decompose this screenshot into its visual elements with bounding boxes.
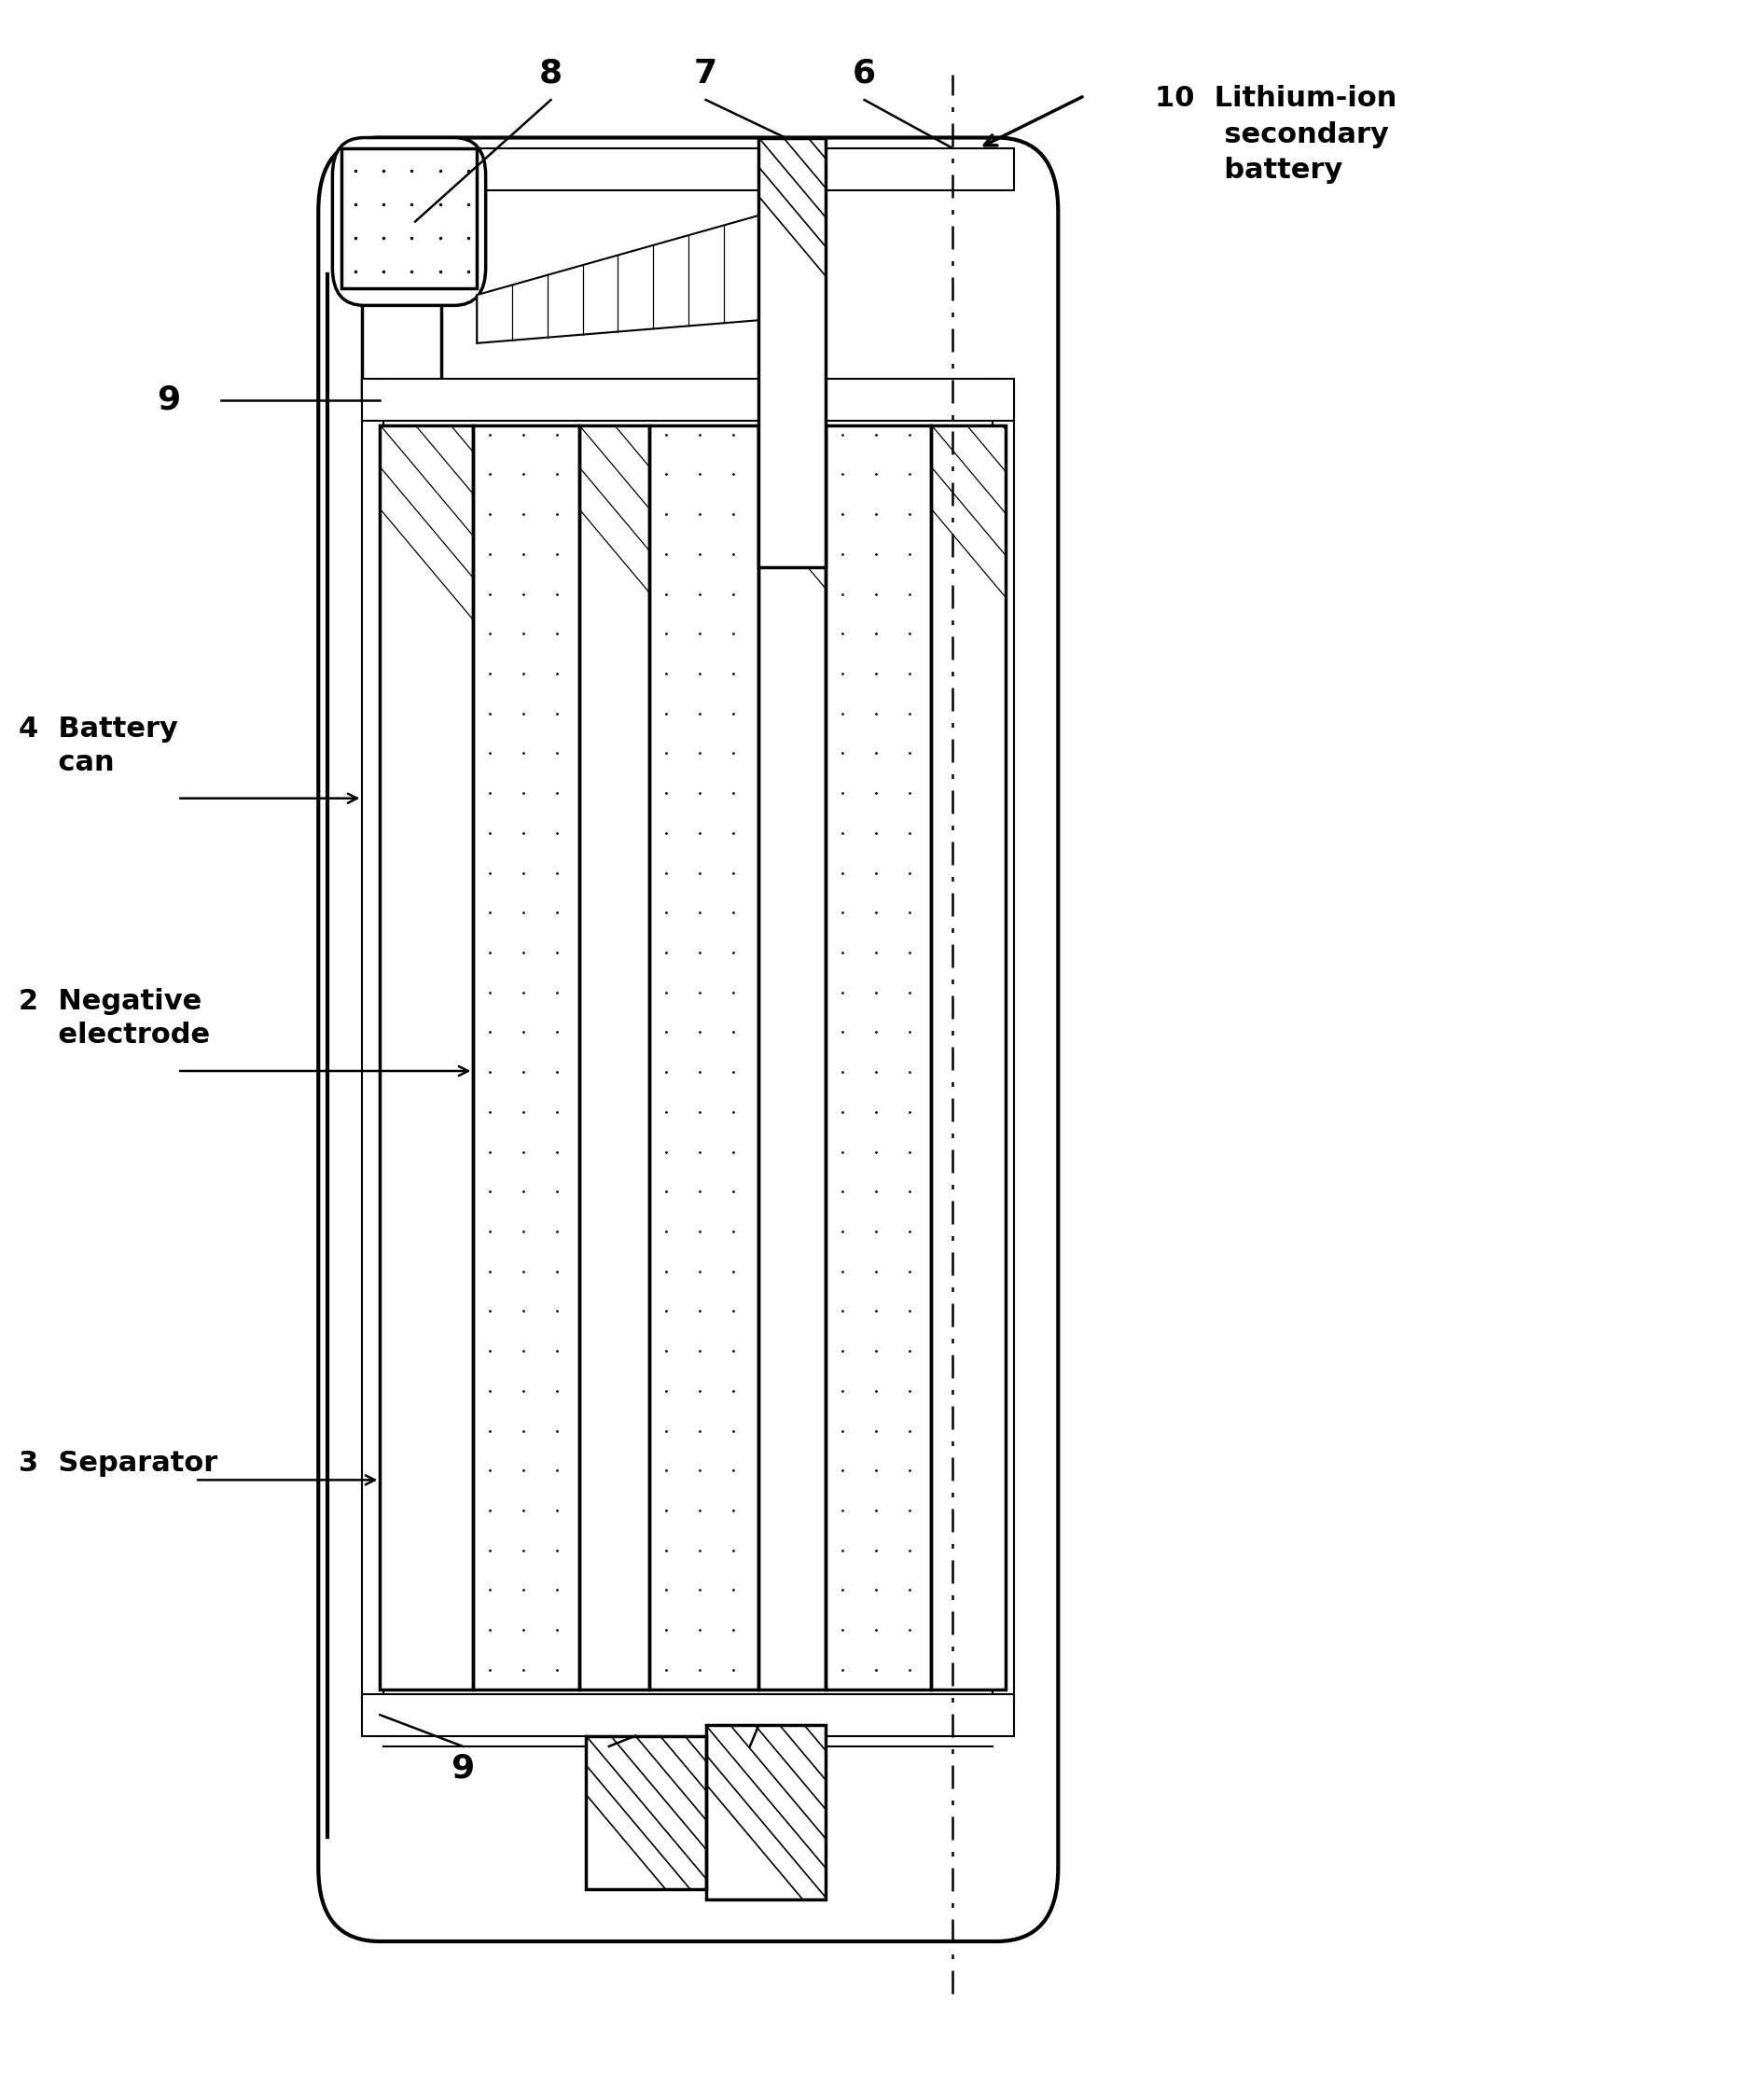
Bar xyxy=(931,424,1005,1690)
Text: 4  Battery
    can: 4 Battery can xyxy=(19,716,178,777)
Text: 10  Lithium-ion
       secondary
       battery: 10 Lithium-ion secondary battery xyxy=(1155,86,1397,183)
Bar xyxy=(706,1726,826,1900)
Text: 9: 9 xyxy=(157,384,180,416)
Bar xyxy=(706,1726,826,1900)
Bar xyxy=(826,424,931,1690)
Polygon shape xyxy=(476,200,811,342)
Bar xyxy=(586,1737,706,1890)
FancyBboxPatch shape xyxy=(332,139,485,304)
Text: 3  Separator: 3 Separator xyxy=(19,1449,217,1476)
Bar xyxy=(340,149,476,288)
Bar xyxy=(826,424,931,1690)
Text: 9: 9 xyxy=(452,1753,475,1785)
Bar xyxy=(473,424,579,1690)
Bar xyxy=(759,139,826,567)
Bar xyxy=(649,424,759,1690)
Text: 8: 8 xyxy=(540,57,563,90)
Bar xyxy=(586,1737,706,1890)
Bar xyxy=(362,378,1014,420)
Bar xyxy=(379,424,473,1690)
Text: 2  Negative
    electrode: 2 Negative electrode xyxy=(19,989,210,1048)
Bar xyxy=(649,424,759,1690)
Bar xyxy=(473,424,579,1690)
Bar xyxy=(579,424,649,1690)
Bar xyxy=(759,424,826,1690)
Bar xyxy=(759,424,826,1690)
Text: 6: 6 xyxy=(852,57,877,90)
Text: 1: 1 xyxy=(737,1753,762,1785)
Bar xyxy=(759,139,826,567)
FancyBboxPatch shape xyxy=(318,139,1058,1940)
Text: Positive
electrode: Positive electrode xyxy=(656,1827,808,1886)
Bar xyxy=(362,1695,1014,1737)
Text: 5: 5 xyxy=(598,1753,621,1785)
Text: 7: 7 xyxy=(695,57,718,90)
Bar xyxy=(379,424,473,1690)
Bar xyxy=(931,424,1005,1690)
Bar xyxy=(362,149,1014,191)
Bar xyxy=(579,424,649,1690)
